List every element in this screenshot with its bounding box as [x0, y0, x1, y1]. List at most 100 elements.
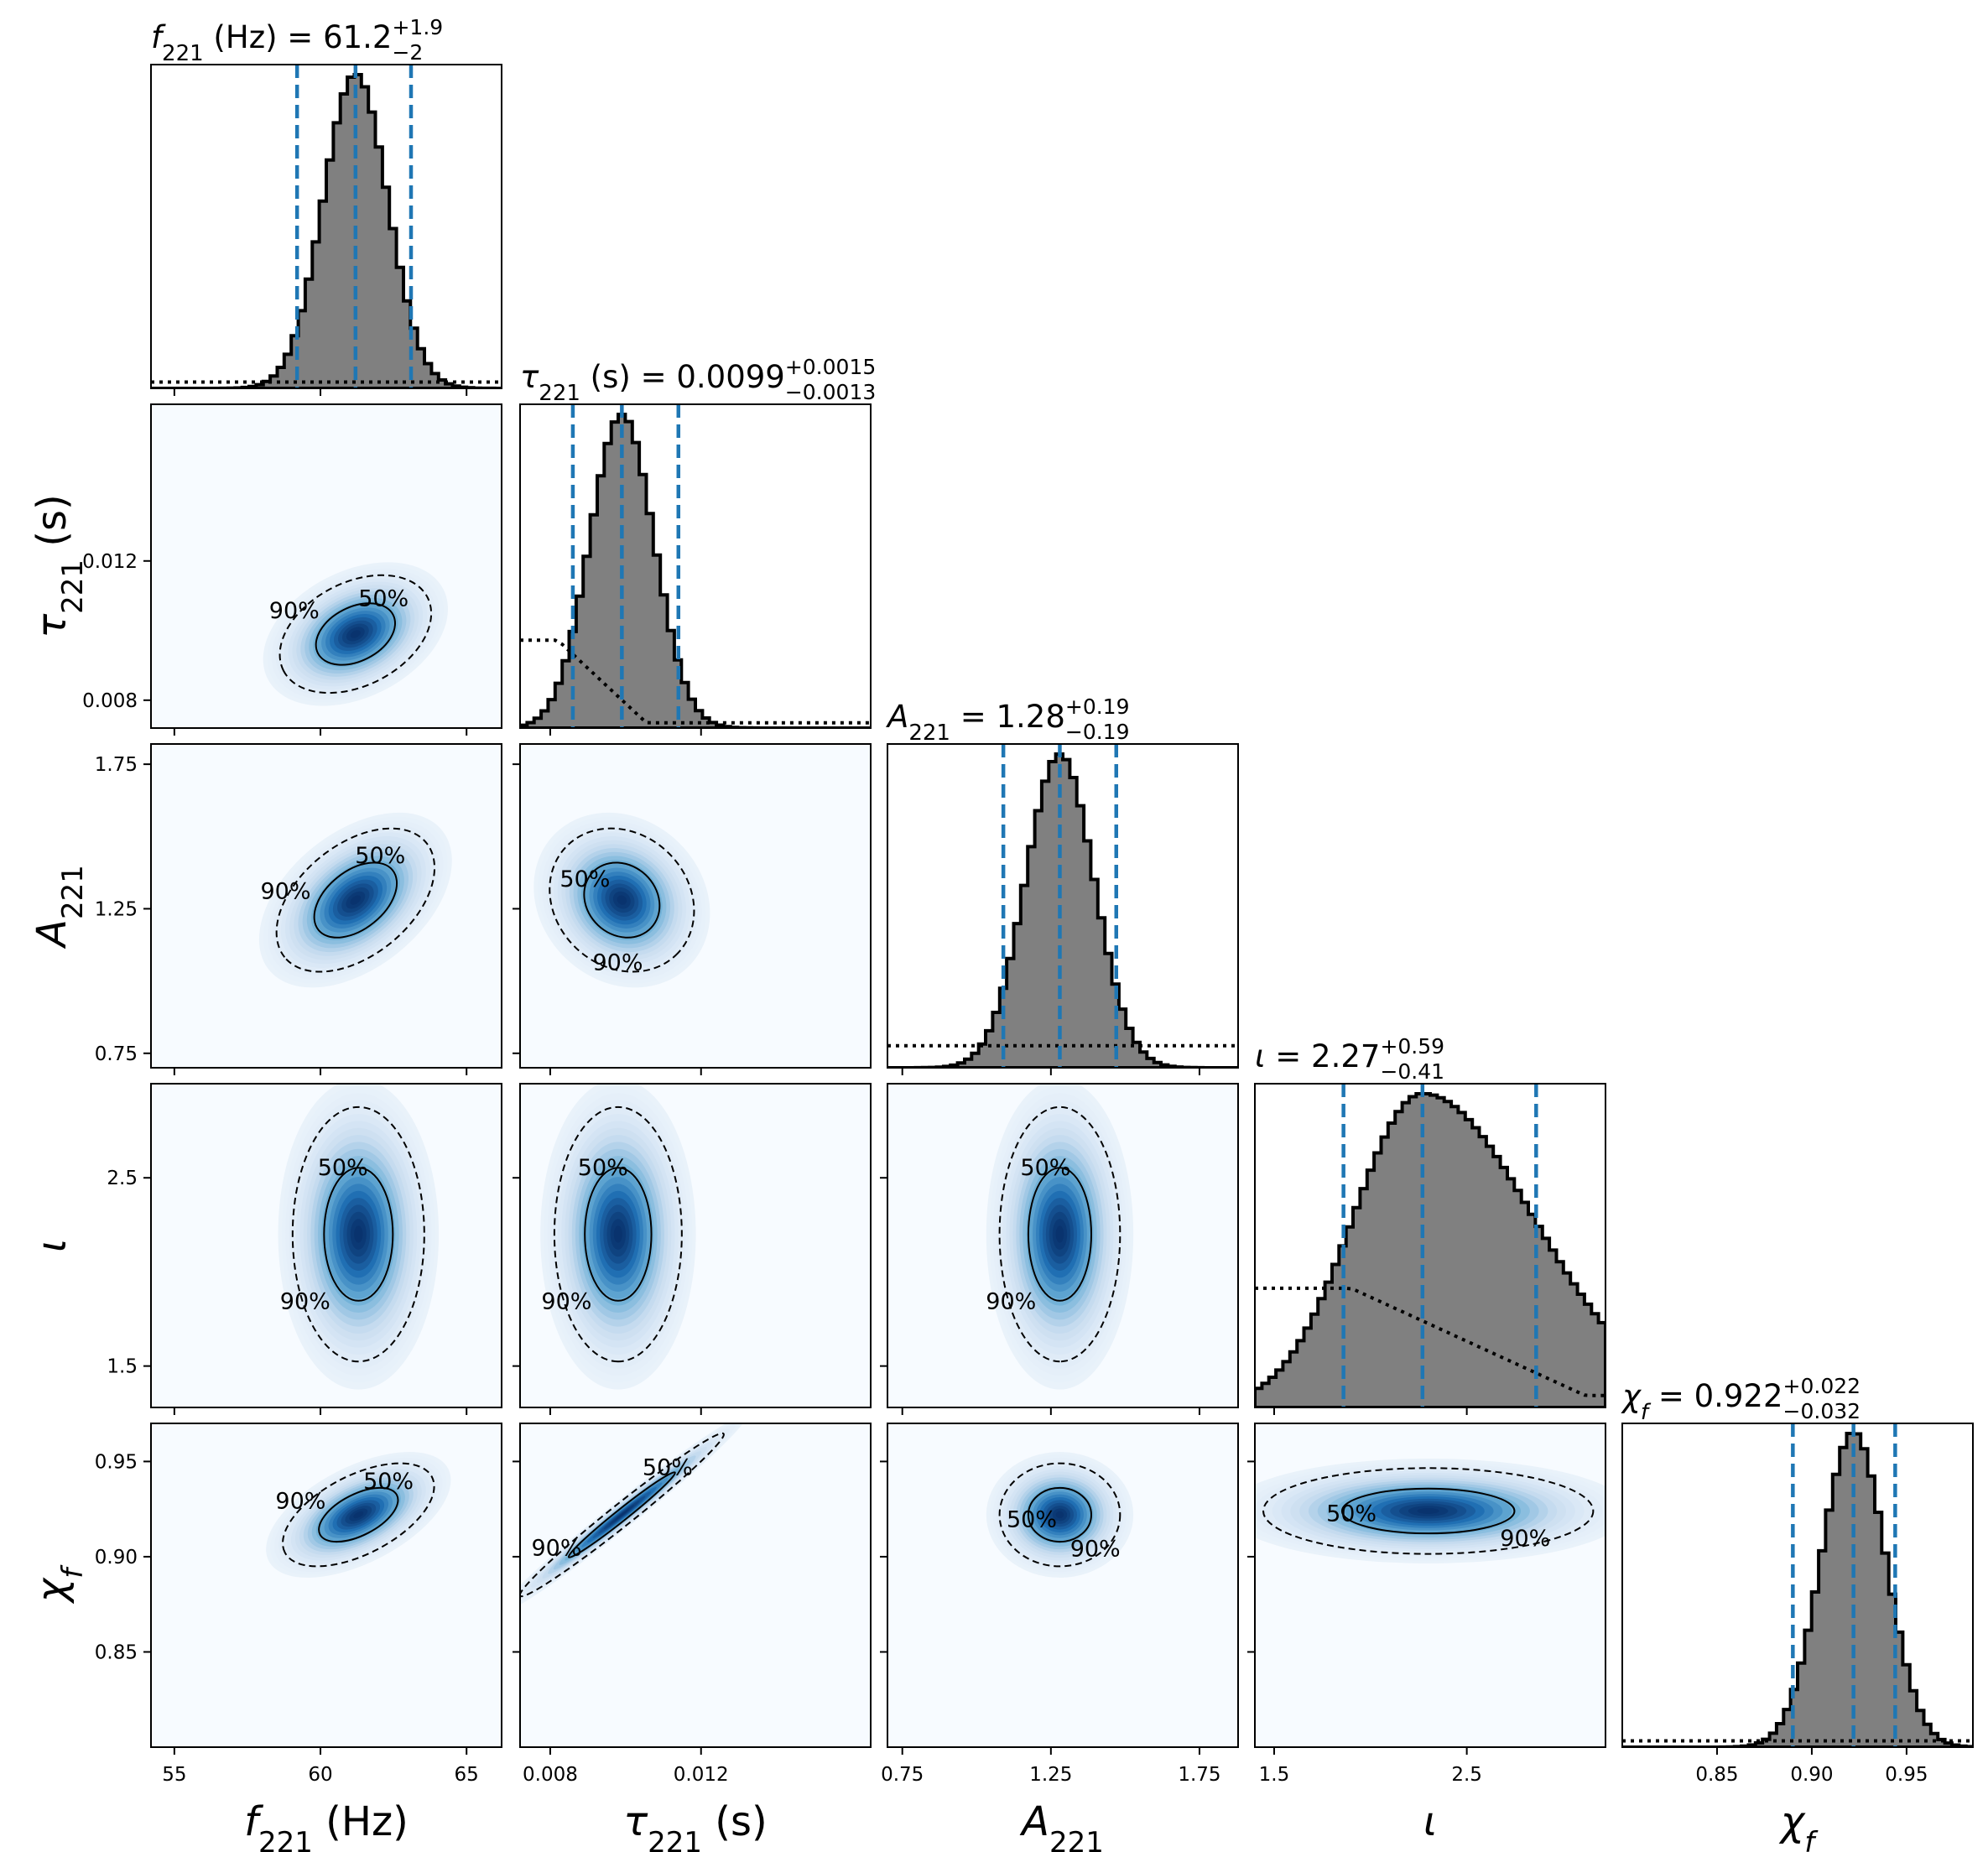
contour-50 — [315, 602, 396, 666]
contour-label-50: 50% — [363, 1469, 414, 1495]
x-tick-label: 0.008 — [523, 1764, 578, 1786]
x-tick-label: 1.75 — [1178, 1764, 1220, 1786]
x-tick-label: 0.012 — [674, 1764, 729, 1786]
contour-50 — [567, 1471, 676, 1558]
density-layer — [1055, 1225, 1064, 1243]
x-axis-label-tau221: τ221 (s) — [623, 1798, 768, 1852]
y-tick-label: 0.85 — [95, 1641, 138, 1663]
density-panel-tau221-chif: 50% 90% 0.008 0.012 — [513, 1423, 872, 1786]
contour-label-50: 50% — [643, 1455, 693, 1481]
x-axis-label-iota: ι — [1423, 1798, 1437, 1845]
y-tick-label: 1.25 — [95, 898, 138, 920]
density-layer — [615, 1509, 629, 1521]
density-layer — [617, 895, 627, 905]
contour-label-90: 90% — [986, 1289, 1036, 1315]
histogram-title-lower-error: −2 — [392, 40, 423, 65]
density-panel-A221-chif: 50% 90% 0.75 1.25 1.75 — [880, 1423, 1239, 1786]
histogram-title: τ221 (s) = 0.0099+0.0015 — [520, 355, 876, 406]
histogram-edge — [887, 752, 1238, 1068]
density-panel-iota-chif: 50% 90% 1.5 2.5 — [1247, 1423, 1606, 1786]
y-tick-label: 0.008 — [82, 690, 138, 712]
contour-label-50: 50% — [1007, 1507, 1057, 1533]
density-panel-tau221-A221: 50% 90% — [513, 743, 872, 1075]
histogram-title: A221 = 1.28+0.19 — [886, 694, 1130, 746]
panel-frame — [519, 403, 872, 729]
density-panel-tau221-iota: 50% 90% — [513, 1083, 872, 1415]
density-layer — [613, 1225, 622, 1243]
contour-label-50: 50% — [559, 866, 610, 892]
density-panel-f221-tau221: 50% 90% 0.008 0.012 — [82, 403, 502, 736]
y-axis-label-iota: ι — [29, 1239, 75, 1252]
density-panel-A221-iota: 50% 90% — [880, 1083, 1239, 1415]
density-panel-f221-A221: 50% 90% 0.75 1.25 1.75 — [95, 743, 502, 1075]
panel-frame — [519, 1423, 872, 1748]
contour-label-50: 50% — [318, 1155, 368, 1181]
histogram-edge — [1255, 1092, 1605, 1407]
x-tick-label: 0.85 — [1695, 1764, 1738, 1786]
x-tick-label: 0.95 — [1885, 1764, 1928, 1786]
histogram-title-lower-error: −0.41 — [1380, 1059, 1444, 1084]
y-tick-label: 1.75 — [95, 754, 138, 776]
contour-label-50: 50% — [1326, 1501, 1377, 1527]
x-tick-label: 2.5 — [1451, 1764, 1482, 1786]
contour-50 — [313, 861, 398, 939]
contour-90 — [549, 827, 695, 973]
contour-90 — [998, 1105, 1122, 1363]
histogram-title: χf = 0.922+0.022 — [1621, 1374, 1860, 1425]
x-tick-label: 0.90 — [1790, 1764, 1833, 1786]
panel-frame — [1621, 1423, 1974, 1748]
contour-90 — [282, 1462, 435, 1568]
y-axis-label-chif: χf — [29, 1564, 90, 1605]
density-layer — [350, 630, 361, 638]
panel-frame — [150, 64, 502, 389]
y-tick-label: 2.5 — [107, 1168, 138, 1189]
x-axis-label-chif: χf — [1778, 1798, 1819, 1852]
panel-frame — [887, 743, 1239, 1069]
contour-label-90: 90% — [275, 1489, 325, 1515]
histogram-title: ι = 2.27+0.59 — [1255, 1034, 1444, 1074]
histogram-panel-iota: ι = 2.27+0.59−0.41 — [1254, 1034, 1606, 1415]
histogram-title: f221 (Hz) = 61.2+1.9 — [151, 15, 443, 66]
histogram-fill — [1622, 1433, 1973, 1747]
histogram-panel-tau221: τ221 (s) = 0.0099+0.0015−0.0013 — [519, 355, 876, 736]
contour-label-90: 90% — [280, 1289, 330, 1315]
contour-50 — [584, 1167, 653, 1302]
x-tick-label: 55 — [162, 1764, 186, 1786]
x-axis-label-f221: f221 (Hz) — [244, 1798, 409, 1852]
panel-frame — [150, 403, 502, 729]
x-tick-label: 0.75 — [881, 1764, 924, 1786]
contour-label-90: 90% — [592, 950, 643, 976]
histogram-title-lower-error: −0.032 — [1783, 1399, 1861, 1423]
panel-frame — [150, 1083, 502, 1408]
prior-line — [1255, 1286, 1605, 1397]
contour-50 — [323, 1167, 394, 1302]
panel-frame — [150, 743, 502, 1069]
contour-90 — [998, 1462, 1122, 1568]
contour-label-90: 90% — [1500, 1526, 1550, 1552]
x-tick-label: 60 — [308, 1764, 332, 1786]
contour-label-90: 90% — [269, 598, 320, 624]
y-tick-label: 0.95 — [95, 1451, 138, 1473]
contour-90 — [291, 1105, 425, 1363]
contour-90 — [278, 574, 433, 694]
panel-frame — [150, 1423, 502, 1748]
contour-label-50: 50% — [355, 843, 405, 869]
panel-frame — [519, 1083, 872, 1408]
density-layer — [353, 1511, 364, 1519]
y-axis-label-tau221: τ221 (s) — [29, 494, 90, 638]
histogram-fill — [887, 754, 1238, 1068]
contour-50 — [583, 861, 661, 939]
x-tick-label: 65 — [455, 1764, 479, 1786]
panel-frame — [887, 1083, 1239, 1408]
contour-90 — [553, 1105, 683, 1363]
y-tick-label: 0.75 — [95, 1043, 138, 1065]
y-tick-label: 0.012 — [82, 551, 138, 573]
contour-90 — [275, 827, 436, 973]
y-tick-label: 0.90 — [95, 1547, 138, 1568]
panel-frame — [519, 743, 872, 1069]
histogram-panel-chif: 0.85 0.90 0.95 χf = 0.922+0.022−0.032 — [1621, 1374, 1974, 1786]
contour-label-50: 50% — [578, 1155, 628, 1181]
contour-label-90: 90% — [1070, 1537, 1121, 1563]
contour-50 — [318, 1486, 399, 1543]
contour-label-90: 90% — [541, 1289, 591, 1315]
